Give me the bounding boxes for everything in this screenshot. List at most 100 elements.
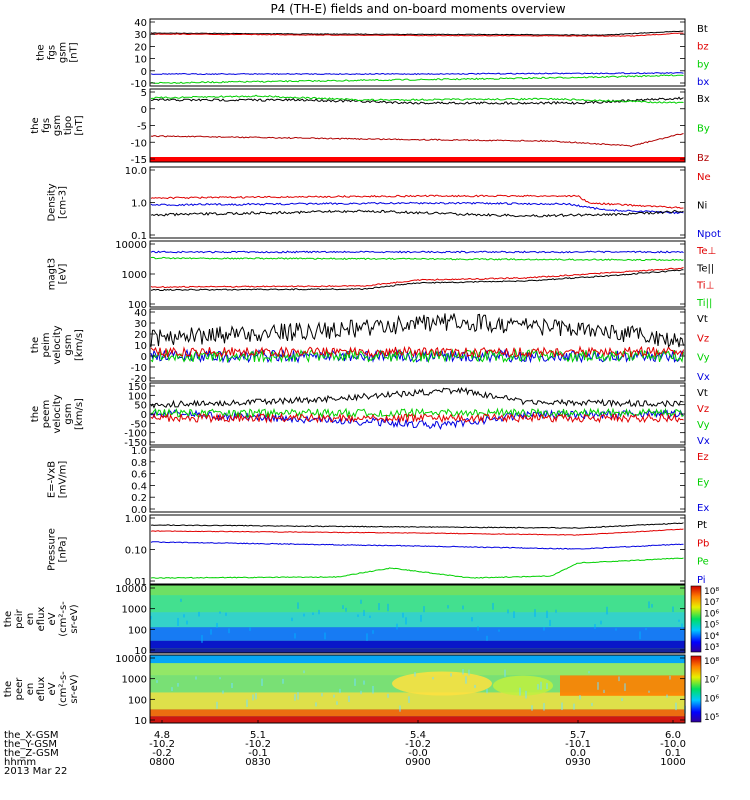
spectrogram-band-5 xyxy=(150,640,685,649)
spectrogram-speckle xyxy=(363,680,365,685)
y-axis-label-line: eflux xyxy=(36,677,47,702)
ne-trace xyxy=(150,194,684,209)
spectrogram-speckle xyxy=(540,681,542,690)
spectrogram-speckle xyxy=(246,699,248,707)
spectrogram-speckle xyxy=(321,693,323,697)
y-axis-label-line: the xyxy=(3,611,14,627)
y-tick-label: 0.0 xyxy=(131,505,147,516)
spectrogram-speckle xyxy=(396,623,398,630)
vz-peim-trace xyxy=(150,345,684,359)
spectrogram-speckle xyxy=(255,693,257,700)
colorbar-tick-label: 10⁴ xyxy=(704,632,719,642)
spectrogram-speckle xyxy=(315,702,317,707)
y-tick-label: 10.0 xyxy=(125,166,147,177)
y-axis-label-line: eV xyxy=(47,612,58,625)
legend-entry: Ti⊥ xyxy=(696,281,714,292)
spectrogram-band-6 xyxy=(150,648,685,653)
y-axis-label: Pressure [nPa] xyxy=(47,528,69,571)
y-tick-label: 20 xyxy=(134,42,147,53)
legend-entry: Bt xyxy=(697,24,708,35)
spectrogram-band-1 xyxy=(150,585,685,596)
spectrogram-speckle xyxy=(678,619,680,622)
panel-frame xyxy=(149,18,686,87)
spectrogram-speckle xyxy=(546,610,548,618)
footer-value: 0900 xyxy=(405,757,430,768)
chart-title: P4 (TH-E) fields and on-board moments ov… xyxy=(270,2,565,16)
legend-entry: Ne xyxy=(697,172,711,183)
spectrogram-speckle xyxy=(294,694,296,701)
vt-peim-trace xyxy=(150,313,684,348)
legend-entry: Npot xyxy=(697,229,721,240)
footer-value: -0.2 xyxy=(152,748,172,759)
spectrogram-feature-3 xyxy=(560,675,685,696)
spectrogram-speckle xyxy=(360,599,362,604)
spectrogram-speckle xyxy=(603,689,605,694)
spectrogram-speckle xyxy=(225,612,227,616)
y-tick-label: 10 xyxy=(134,341,147,352)
y-axis-label-line: [cm-3] xyxy=(58,186,69,219)
footer-row-label: the_Y-GSM xyxy=(4,739,57,750)
y-tick-label: 10000 xyxy=(115,240,147,251)
legend-entry: Vy xyxy=(697,353,710,364)
y-axis-label-line: gsm xyxy=(63,334,74,355)
bz-tip-trace xyxy=(150,133,684,148)
spectrogram-speckle xyxy=(297,691,299,700)
y-axis-label-line: Pressure xyxy=(47,528,58,571)
y-axis-label: magt3 [eV] xyxy=(47,258,69,291)
footer-value: 0930 xyxy=(565,757,590,768)
y-tick-label: 40 xyxy=(134,18,147,29)
spectrogram-speckle xyxy=(507,609,509,614)
colorbar: 10⁸ 10⁷ 10⁶ 10⁵ xyxy=(690,655,719,723)
vy-peem-trace xyxy=(151,407,684,419)
spectrogram-speckle xyxy=(150,615,152,620)
y-axis-label-line: E=-VxB xyxy=(47,461,58,498)
legend-entry: Vz xyxy=(697,404,709,415)
spectrogram-band-6 xyxy=(150,716,685,723)
spectrogram-speckle xyxy=(477,626,479,631)
spectrogram-speckle xyxy=(372,685,374,694)
spectrogram-speckle xyxy=(600,620,602,625)
spectrogram-speckle xyxy=(504,669,506,677)
y-tick-label: 0.01 xyxy=(125,577,147,588)
npot-trace xyxy=(150,201,684,215)
legend-entry: bz xyxy=(697,42,709,53)
y-axis-label: E=-VxB [mV/m] xyxy=(47,461,69,499)
y-axis-label: Density [cm-3] xyxy=(47,183,69,221)
y-axis-label-line: sr-eV) xyxy=(69,674,80,703)
y-axis-label-line: fgs xyxy=(47,45,58,60)
spectrogram-speckle xyxy=(354,678,356,686)
spectrogram-speckle xyxy=(195,676,197,680)
spectrogram-speckle xyxy=(462,669,464,675)
spectrogram-speckle xyxy=(339,688,341,694)
spectrogram-speckle xyxy=(669,675,671,680)
spectrogram-speckle xyxy=(360,690,362,695)
pe-trace xyxy=(150,557,684,579)
spectrogram-speckle xyxy=(312,612,314,615)
spectrogram-speckle xyxy=(171,687,173,691)
vz-peem-trace xyxy=(150,412,684,424)
y-axis-label-line: tipo xyxy=(63,116,74,135)
footer-value: 0.1 xyxy=(665,748,681,759)
legend-entry: by xyxy=(697,59,709,70)
y-axis-label-line: peem xyxy=(41,400,52,428)
spectrogram-speckle xyxy=(588,671,590,674)
spectrogram-speckle xyxy=(615,628,617,631)
y-axis-label-line: the xyxy=(30,117,41,133)
footer-value: 5.4 xyxy=(410,730,426,741)
spectrogram-speckle xyxy=(624,683,626,691)
legend-entry: Ez xyxy=(697,452,709,463)
by-tip-trace xyxy=(150,94,684,104)
spectrogram-band-2 xyxy=(150,595,685,613)
y-tick-label: 10 xyxy=(134,646,147,657)
spectrogram-speckle xyxy=(498,629,500,632)
panel-frame xyxy=(149,654,686,724)
spectrogram-speckle xyxy=(222,690,224,694)
vx-peim-trace xyxy=(150,348,684,364)
y-axis-label-line: velocity xyxy=(52,325,63,364)
spectrogram-speckle xyxy=(303,613,305,617)
y-axis-label-line: fgs xyxy=(41,118,52,133)
y-tick-label: 40 xyxy=(134,308,147,319)
spectrogram-speckle xyxy=(648,690,650,693)
